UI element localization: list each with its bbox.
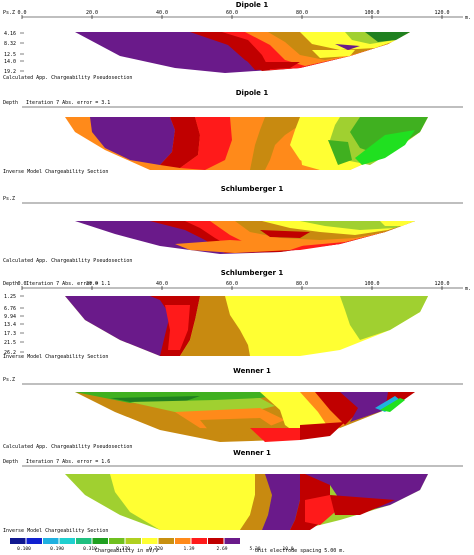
- x-tick-label: 80.0: [296, 281, 308, 287]
- row-label: 4.16: [4, 31, 16, 37]
- panel-caption: Calculated App. Chargeability Pseudosect…: [3, 444, 132, 450]
- legend-swatch: [175, 538, 191, 544]
- legend-value: 0.720: [149, 546, 163, 552]
- pseudosection-body: [75, 221, 415, 254]
- x-tick-label: 100.0: [364, 10, 379, 16]
- x-tick-label: 80.0: [296, 10, 308, 16]
- row-label: 17.3: [4, 331, 16, 337]
- iteration-header: Iteration 7 Abs. error = 1.1: [26, 281, 110, 287]
- panel-title: Dipole 10.020.040.060.080.0100.0120.0m.5…: [236, 89, 269, 97]
- x-tick-label: 40.0: [156, 281, 168, 287]
- inverse-body: [65, 117, 428, 170]
- legend-value: 0.100: [17, 546, 31, 552]
- x-tick-label: 40.0: [156, 10, 168, 16]
- legend-swatch: [224, 538, 240, 544]
- panel-title: Schlumberger 1: [221, 269, 284, 277]
- legend-swatch: [191, 538, 207, 544]
- color-legend: 0.100 0.190 0.310 0.370 0.720 1.39 2.69 5.20 10.…: [10, 538, 345, 554]
- legend-value: 1.39: [183, 546, 194, 552]
- iteration-header: Iteration 7 Abs. error = 3.1: [26, 100, 110, 106]
- legend-value: 5.20: [249, 546, 260, 552]
- panel-title: Wenner 1: [233, 449, 271, 457]
- panel-schlumberger-pseudosection: Schlumberger 1 Ps.Z Calculated App. Char…: [3, 185, 463, 264]
- panel-caption: Inverse Model Chargeability Section0.020…: [3, 169, 108, 175]
- inverse-body: [65, 296, 428, 356]
- x-tick-label: 60.0: [226, 281, 238, 287]
- legend-swatch: [208, 538, 224, 544]
- row-label: 9.94: [4, 314, 16, 320]
- legend-swatches: [10, 538, 240, 544]
- row-label: 19.2: [4, 69, 16, 75]
- panel-caption: Inverse Model Chargeability Section: [3, 354, 108, 360]
- legend-value: 0.190: [50, 546, 64, 552]
- x-tick-label: 120.0: [434, 10, 449, 16]
- row-label: 12.5: [4, 52, 16, 58]
- row-label: 14.0: [4, 59, 16, 65]
- corner-label: Depth: [3, 100, 18, 106]
- axis-unit: m.: [465, 15, 471, 21]
- panel-dipole-pseudosection: Dipole 10.020.040.060.080.0100.0120.0m.1…: [3, 1, 471, 81]
- legend-value: 2.69: [216, 546, 227, 552]
- legend-swatch: [125, 538, 141, 544]
- legend-swatch: [43, 538, 59, 544]
- legend-value: 0.310: [83, 546, 97, 552]
- corner-label: Ps.Z: [3, 196, 15, 202]
- corner-label: Depth: [3, 281, 18, 287]
- panel-caption: Calculated App. Chargeability Pseudosect…: [3, 75, 132, 81]
- x-tick-label: 100.0: [364, 281, 379, 287]
- row-label: 1.25: [4, 294, 16, 300]
- panel-wenner-inverse: Wenner 1 Depth Iteration 7 Abs. error = …: [3, 449, 463, 534]
- panel-caption: Inverse Model Chargeability Section: [3, 528, 108, 534]
- x-tick-label: 0.0: [17, 10, 26, 16]
- legend-swatch: [76, 538, 92, 544]
- row-label: 13.4: [4, 322, 16, 328]
- legend-swatch: [109, 538, 125, 544]
- panel-title: Dipole 10.020.040.060.080.0100.0120.0m.1…: [236, 1, 269, 9]
- pseudosection-body: [75, 392, 415, 442]
- inverse-body: [65, 474, 428, 530]
- row-label: 6.76: [4, 306, 16, 312]
- x-tick-label: 120.0: [434, 281, 449, 287]
- legend-label: Chargeability in mV/V: [95, 548, 158, 554]
- legend-swatch: [59, 538, 75, 544]
- panel-caption: Calculated App. Chargeability Pseudosect…: [3, 258, 132, 264]
- x-tick-label: 20.0: [86, 10, 98, 16]
- panel-title: Schlumberger 1: [221, 185, 284, 193]
- row-label: 8.32: [4, 41, 16, 47]
- panel-title: Wenner 1: [233, 367, 271, 375]
- corner-label: Depth: [3, 459, 18, 465]
- legend-values: 0.100 0.190 0.310 0.370 0.720 1.39 2.69 5.20 10.…: [17, 546, 294, 552]
- panel-dipole-inverse: Dipole 10.020.040.060.080.0100.0120.0m.5…: [3, 89, 471, 356]
- legend-swatch: [92, 538, 108, 544]
- legend-swatch: [10, 538, 26, 544]
- x-tick-label: 60.0: [226, 10, 238, 16]
- corner-label: Ps.Z: [3, 10, 15, 16]
- pseudosection-body: [75, 32, 410, 73]
- legend-swatch: [26, 538, 42, 544]
- corner-label: Ps.Z: [3, 377, 15, 383]
- axis-unit: m.: [465, 286, 471, 292]
- electrode-spacing: Unit electrode spacing 5.00 m.: [255, 548, 345, 554]
- legend-swatch: [158, 538, 174, 544]
- row-label: 21.5: [4, 340, 16, 346]
- row-label: 26.2: [4, 350, 16, 356]
- panel-wenner-pseudosection: Wenner 1 Ps.Z Calculated App. Chargeabil…: [3, 367, 463, 450]
- x-tick-label: 0.0: [17, 281, 26, 287]
- x-tick-label: 20.0: [86, 281, 98, 287]
- panel-schlumberger-inverse: Schlumberger 1 Depth Iteration 7 Abs. er…: [3, 269, 463, 360]
- legend-value: 10.0: [282, 546, 293, 552]
- iteration-header: Iteration 7 Abs. error = 1.6: [26, 459, 110, 465]
- legend-value: 0.370: [116, 546, 130, 552]
- legend-swatch: [142, 538, 158, 544]
